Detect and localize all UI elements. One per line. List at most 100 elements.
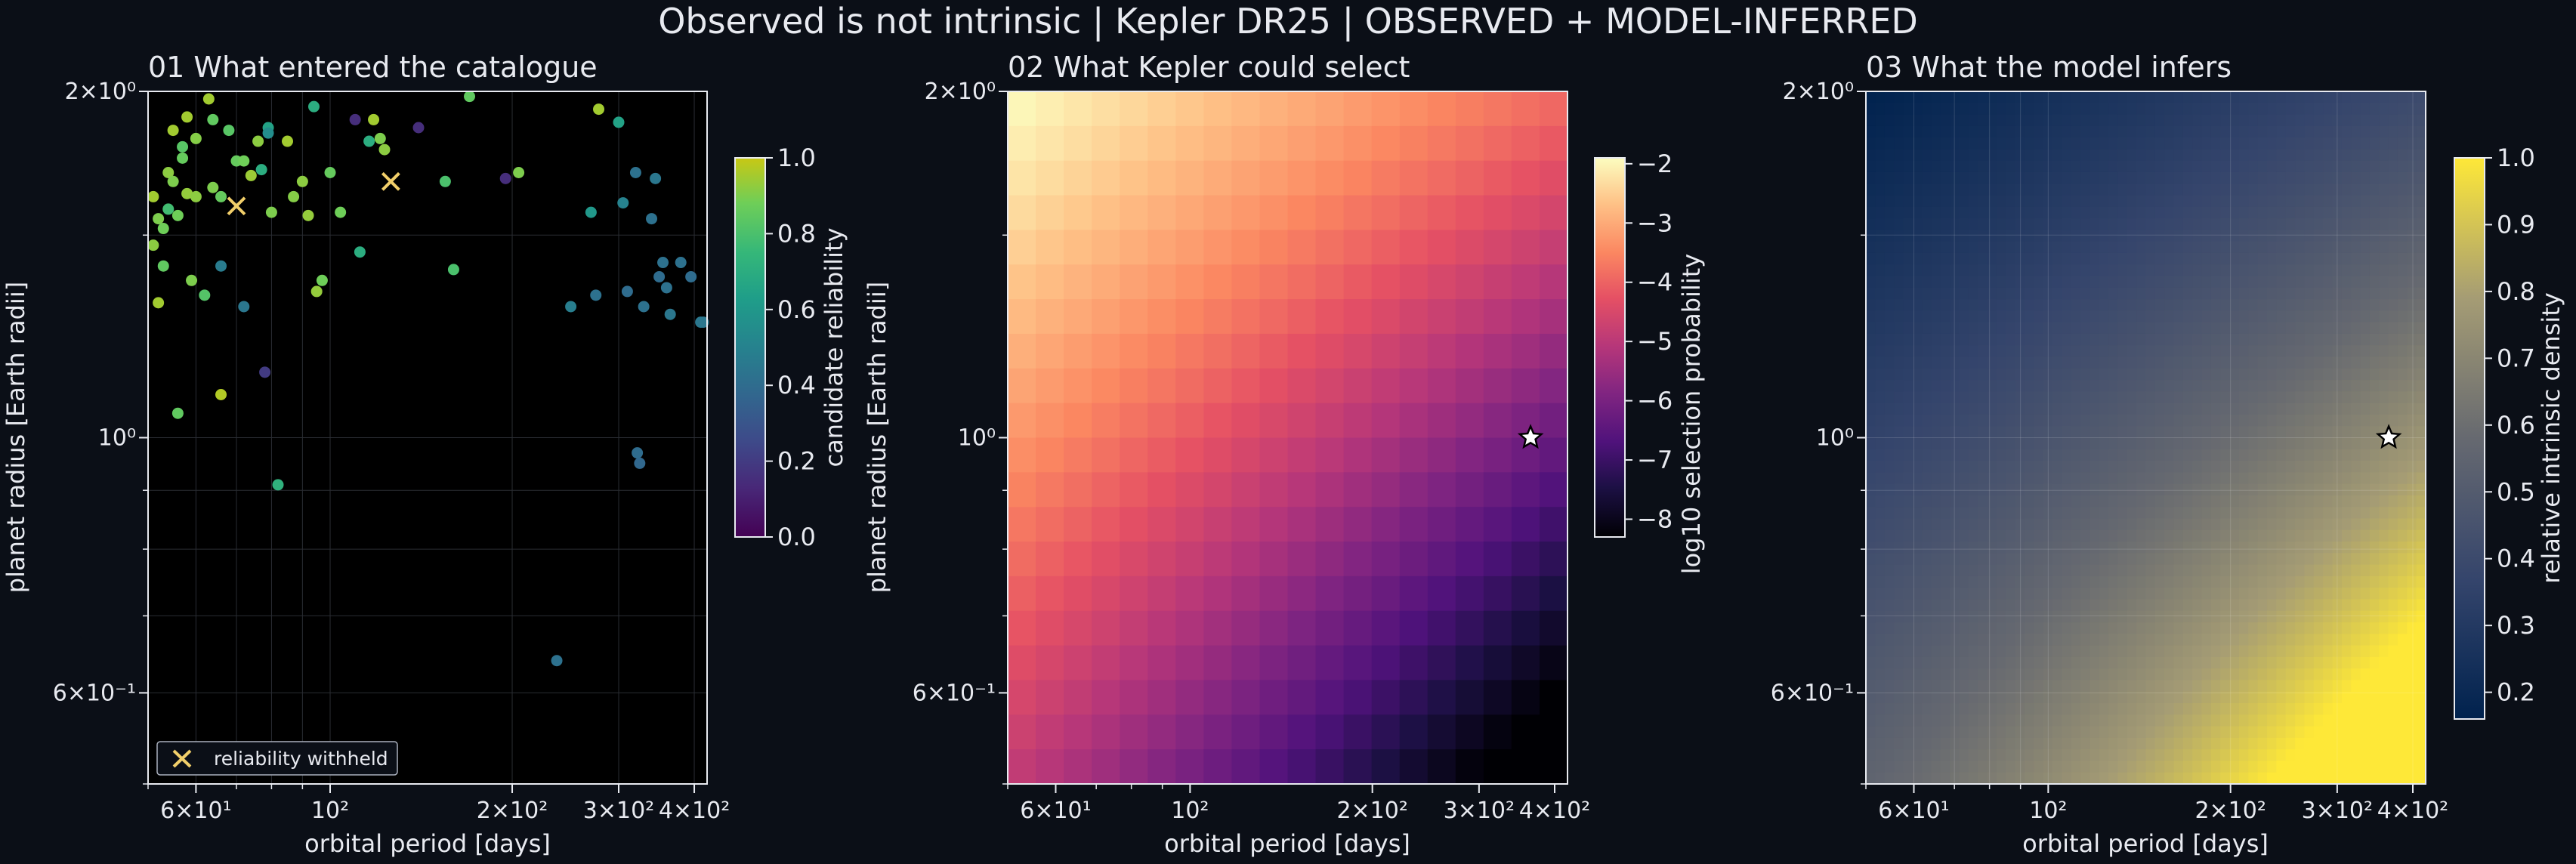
heatmap-cell: [1259, 299, 1289, 335]
heatmap-cell: [2136, 414, 2147, 427]
heatmap-cell: [2201, 345, 2212, 358]
heatmap-cell: [2210, 461, 2221, 473]
heatmap-cell: [1987, 772, 1997, 785]
heatmap-cell: [2210, 726, 2221, 739]
heatmap-cell: [2154, 368, 2165, 381]
heatmap-cell: [2173, 553, 2184, 566]
heatmap-cell: [2267, 299, 2277, 311]
heatmap-cell: [2239, 264, 2249, 277]
heatmap-cell: [1968, 610, 1978, 623]
heatmap-cell: [2099, 230, 2109, 242]
heatmap-cell: [2332, 184, 2343, 196]
heatmap-cell: [1968, 691, 1978, 704]
heatmap-cell: [1511, 230, 1540, 265]
heatmap-cell: [2397, 333, 2408, 346]
heatmap-cell: [2164, 252, 2175, 265]
heatmap-cell: [2210, 160, 2221, 173]
heatmap-cell: [2136, 171, 2147, 184]
heatmap-cell: [2154, 184, 2165, 196]
heatmap-cell: [1931, 575, 1941, 588]
heatmap-cell: [2090, 749, 2100, 762]
scatter-point: [238, 301, 250, 313]
heatmap-cell: [2276, 218, 2287, 230]
heatmap-cell: [2173, 137, 2184, 150]
heatmap-cell: [2127, 772, 2137, 785]
heatmap-cell: [2034, 264, 2044, 277]
heatmap-cell: [2145, 588, 2156, 600]
heatmap-cell: [2034, 542, 2044, 554]
heatmap-cell: [2164, 437, 2175, 450]
heatmap-cell: [2201, 137, 2212, 150]
heatmap-cell: [1008, 542, 1036, 577]
heatmap-cell: [2210, 114, 2221, 127]
heatmap-cell: [2351, 656, 2361, 669]
heatmap-cell: [1959, 103, 1969, 116]
heatmap-cell: [1987, 149, 1997, 162]
heatmap-cell: [1903, 287, 1913, 300]
heatmap-cell: [1343, 542, 1373, 577]
heatmap-cell: [2015, 691, 2025, 704]
heatmap-cell: [2267, 160, 2277, 173]
heatmap-cell: [2080, 588, 2090, 600]
heatmap-cell: [2323, 714, 2334, 727]
heatmap-cell: [2164, 622, 2175, 634]
heatmap-cell: [1940, 772, 1951, 785]
heatmap-cell: [2201, 356, 2212, 369]
heatmap-cell: [1987, 333, 1997, 346]
heatmap-cell: [2192, 449, 2203, 461]
heatmap-cell: [1922, 437, 1932, 450]
heatmap-cell: [2192, 495, 2203, 508]
heatmap-cell: [2369, 703, 2380, 715]
heatmap-cell: [2090, 680, 2100, 693]
heatmap-cell: [1455, 680, 1484, 715]
heatmap-cell: [2351, 380, 2361, 392]
heatmap-cell: [1884, 264, 1895, 277]
heatmap-cell: [1884, 691, 1895, 704]
heatmap-cell: [1866, 91, 1876, 103]
heatmap-cell: [2108, 91, 2119, 103]
heatmap-cell: [2117, 529, 2128, 542]
heatmap-cell: [2182, 622, 2193, 634]
heatmap-cell: [2332, 437, 2343, 450]
heatmap-cell: [1912, 588, 1923, 600]
heatmap-cell: [2043, 588, 2053, 600]
heatmap-cell: [1922, 761, 1932, 773]
heatmap-cell: [1903, 426, 1913, 439]
heatmap-cell: [1922, 322, 1932, 335]
heatmap-cell: [2182, 114, 2193, 127]
heatmap-cell: [2164, 333, 2175, 346]
heatmap-cell: [1996, 241, 2006, 254]
heatmap-cell: [2062, 703, 2072, 715]
heatmap-cell: [2099, 680, 2109, 693]
heatmap-cell: [1894, 403, 1904, 415]
heatmap-cell: [1884, 495, 1895, 508]
heatmap-cell: [1875, 449, 1886, 461]
heatmap-cell: [2369, 287, 2380, 300]
heatmap-cell: [2248, 322, 2259, 335]
scatter-point: [675, 257, 687, 269]
heatmap-cell: [1931, 230, 1941, 242]
heatmap-cell: [2369, 634, 2380, 646]
heatmap-cell: [1147, 437, 1176, 473]
heatmap-cell: [2416, 553, 2426, 566]
heatmap-cell: [2351, 310, 2361, 323]
heatmap-cell: [2313, 599, 2324, 612]
heatmap-cell: [2164, 449, 2175, 461]
heatmap-cell: [1894, 160, 1904, 173]
heatmap-cell: [1912, 171, 1923, 184]
heatmap-cell: [2360, 761, 2371, 773]
heatmap-cell: [2127, 403, 2137, 415]
heatmap-cell: [2108, 299, 2119, 311]
heatmap-cell: [2034, 345, 2044, 358]
heatmap-cell: [2360, 403, 2371, 415]
heatmap-cell: [2369, 276, 2380, 289]
heatmap-cell: [2379, 114, 2389, 127]
heatmap-cell: [1175, 230, 1204, 265]
heatmap-cell: [2117, 542, 2128, 554]
heatmap-cell: [2127, 125, 2137, 138]
heatmap-cell: [2062, 322, 2072, 335]
heatmap-cell: [2071, 230, 2081, 242]
heatmap-cell: [2062, 171, 2072, 184]
heatmap-cell: [2220, 414, 2231, 427]
colorbar-tick-label: −7: [1637, 446, 1673, 474]
